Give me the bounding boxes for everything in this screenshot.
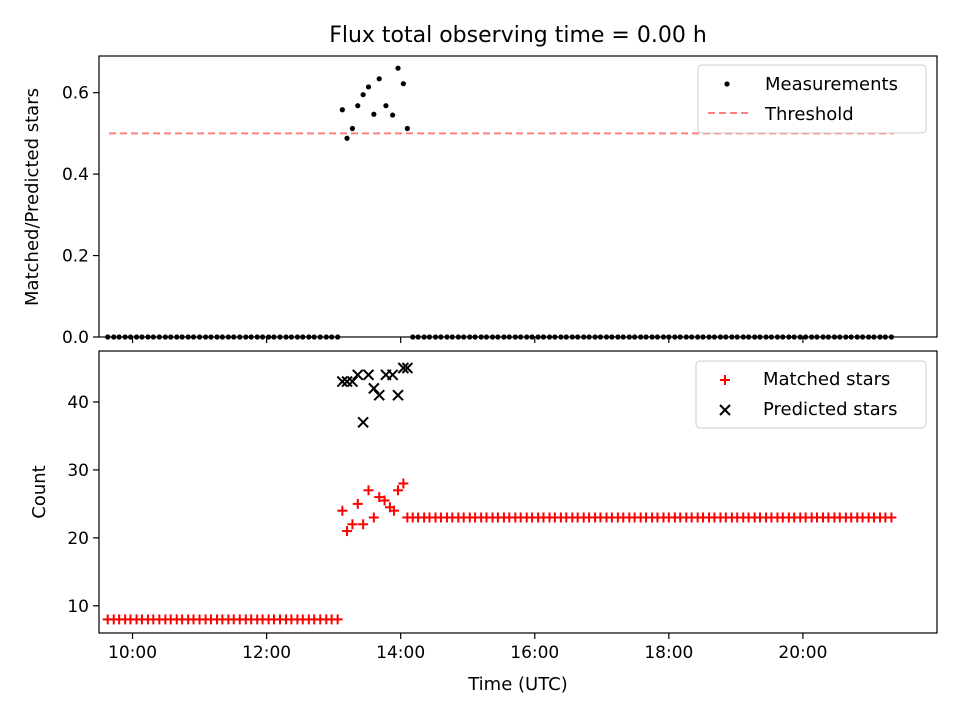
bottom-plot-area [102,362,897,625]
predicted-star-point-b [362,369,375,381]
matched-star-point [374,492,385,503]
x-tick-label: 16:00 [510,643,559,663]
predicted-star-point-b [386,369,399,381]
measurement-point [400,81,406,87]
measurement-point [395,65,401,71]
predicted-star-point-b [368,382,380,395]
top-y-tick-label: 0.6 [62,84,89,104]
matched-star-point [342,526,353,537]
legend-threshold-label: Threshold [764,104,854,125]
matched-star-point [347,519,358,530]
predicted-star-point [392,389,404,401]
measurement-point [344,135,350,141]
predicted-star-point-b [397,362,410,374]
matched-star-point [379,495,390,506]
measurement-point [365,84,372,90]
bottom-legend: Matched stars Predicted stars [695,360,927,429]
predicted-star-point-b [357,416,369,429]
matched-star-point [388,505,399,516]
predicted-star-point [401,362,414,374]
predicted-star-point [352,369,364,381]
predicted-star-point-b [401,362,414,374]
legend-matched-marker [720,375,730,385]
predicted-star-point [346,375,359,388]
x-axis-label: Time (UTC) [467,674,568,695]
chart-title: Flux total observing time = 0.00 h [329,23,707,48]
predicted-star-point [357,416,369,429]
matched-star-point [392,485,403,496]
measurement-point [371,111,377,117]
matched-star-point [398,478,409,489]
predicted-star-point-b [392,389,404,401]
predicted-star-point [386,369,399,381]
measurement-point [339,107,345,113]
matched-star-point [337,505,348,516]
measurement-point [360,92,366,98]
measurement-point [383,103,389,109]
top-legend: Measurements Threshold [697,64,927,134]
legend-predicted-marker-b [719,404,731,416]
matched-star-point [332,614,343,625]
predicted-star-point [373,389,385,401]
bottom-y-tick-label: 20 [67,529,89,549]
bottom-y-axis-label: Count [29,465,50,518]
predicted-star-point-b [352,369,364,381]
legend-predicted-marker [719,404,731,416]
measurement-point [390,112,396,118]
count-subplot: Count Time (UTC) 10:00 12:00 14:00 16:00 18:… [29,350,938,695]
measurement-point [355,103,361,109]
x-tick-label: 10:00 [108,643,157,663]
matched-star-point [352,498,363,509]
bottom-y-tick-label: 30 [67,461,89,481]
bottom-axes-frame [98,350,938,634]
predicted-star-point-b [373,389,385,401]
x-tick-label: 20:00 [778,643,827,663]
matched-star-point [358,519,369,530]
top-y-tick-label: 0.4 [62,165,89,185]
legend-measurements-marker [724,81,730,87]
legend-predicted-label: Predicted stars [763,399,897,420]
predicted-star-point [362,369,375,381]
top-axes-frame [98,55,938,338]
matched-star-point [886,512,897,523]
matched-star-point [363,485,374,496]
measurement-point [349,125,356,132]
matched-star-point [368,512,379,523]
x-tick-label: 14:00 [376,643,425,663]
top-y-axis-label: Matched/Predicted stars [22,88,43,306]
x-tick-label: 12:00 [242,643,291,663]
top-y-tick-label: 0.2 [62,247,89,267]
predicted-star-point [336,375,349,388]
top-axes: 0.0 0.2 0.4 0.6 [62,55,938,348]
x-tick-label: 18:00 [644,643,693,663]
bottom-legend-box [695,360,927,429]
measurement-point [404,125,410,132]
bottom-y-tick-label: 10 [67,597,89,617]
top-legend-box [697,64,927,134]
predicted-star-point [368,382,380,395]
predicted-star-point [397,362,410,374]
ratio-subplot: Flux total observing time = 0.00 h Match… [22,23,938,348]
top-y-tick-label: 0.0 [62,328,89,348]
bottom-y-tick-label: 40 [67,393,89,413]
measurement-point [376,76,382,82]
predicted-star-point-b [346,375,359,388]
legend-matched-label: Matched stars [763,369,890,390]
predicted-star-point-b [336,375,349,388]
legend-measurements-label: Measurements [765,74,898,95]
bottom-axes: 10:00 12:00 14:00 16:00 18:00 20:00 10 20 30 40 [67,350,938,663]
